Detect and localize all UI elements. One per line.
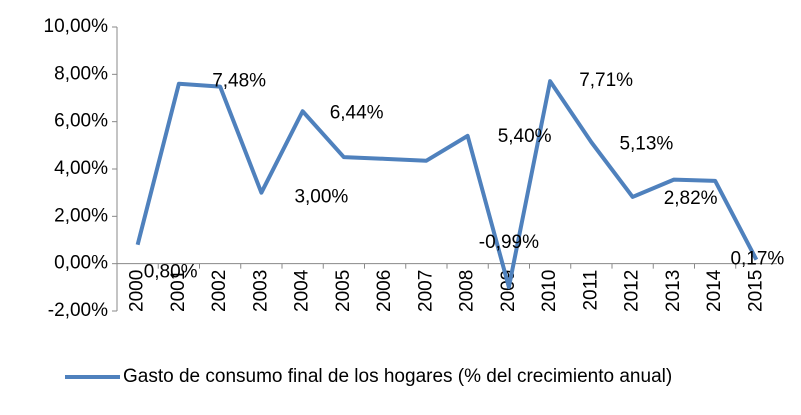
x-tick-label: 2014: [704, 269, 725, 312]
x-tick-label: 2008: [457, 270, 478, 312]
data-label: -0,99%: [479, 232, 539, 253]
x-tick-label: 2002: [209, 270, 230, 312]
x-tick-label: 2004: [292, 269, 313, 312]
x-tick-label: 2007: [415, 270, 436, 312]
y-tick-label: 10,00%: [44, 16, 109, 37]
data-label: 5,13%: [619, 133, 673, 154]
y-tick-label: 8,00%: [54, 63, 108, 84]
data-label: 5,40%: [498, 126, 552, 147]
data-label: 2,82%: [664, 188, 718, 209]
data-label: 7,48%: [212, 71, 266, 92]
data-label: 3,00%: [294, 187, 348, 208]
x-tick-label: 2005: [333, 270, 354, 312]
x-tick-label: 2001: [168, 270, 189, 312]
x-tick-label: 2009: [498, 270, 519, 312]
x-tick-label: 2006: [374, 270, 395, 312]
y-tick-label: 0,00%: [54, 253, 108, 274]
y-tick-label: 2,00%: [54, 205, 108, 226]
data-label: 0,17%: [730, 249, 784, 270]
y-tick-label: -2,00%: [48, 300, 108, 321]
data-label: 7,71%: [579, 70, 633, 91]
x-tick-label: 2012: [622, 270, 643, 312]
y-tick-label: 4,00%: [54, 158, 108, 179]
x-tick-label: 2003: [250, 270, 271, 312]
y-tick-label: 6,00%: [54, 111, 108, 132]
data-label: 0,80%: [144, 262, 198, 283]
data-line: [135, 79, 759, 290]
x-tick-label: 2013: [663, 270, 684, 312]
x-tick-label: 2015: [745, 270, 766, 312]
x-tick-label: 2010: [539, 270, 560, 312]
x-tick-label: 2011: [580, 270, 601, 311]
x-tick-label: 2000: [127, 270, 148, 312]
legend-label: Gasto de consumo final de los hogares (%…: [123, 366, 673, 387]
data-label: 6,44%: [330, 102, 384, 123]
